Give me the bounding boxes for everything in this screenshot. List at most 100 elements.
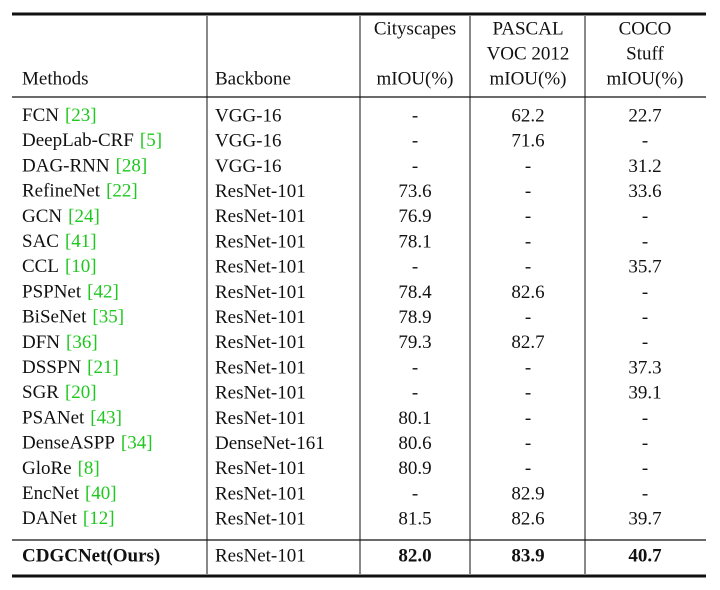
method-cell: DFN [36] — [22, 332, 98, 353]
value-cell: - — [412, 131, 418, 152]
value-cell: 80.9 — [398, 458, 431, 479]
method-cell: CDGCNet(Ours) — [22, 545, 160, 566]
value-cell: 40.7 — [628, 545, 662, 566]
header-cell: VOC 2012 — [487, 43, 570, 64]
value-cell: 39.1 — [628, 383, 661, 404]
citation: [41] — [65, 231, 97, 252]
value-cell: - — [412, 483, 418, 504]
method-cell: DANet [12] — [22, 509, 115, 530]
value-cell: 79.3 — [398, 332, 431, 353]
method-name: SGR — [22, 383, 59, 404]
citation: [40] — [85, 483, 117, 504]
header-cell: mIOU(%) — [376, 68, 453, 89]
value-cell: - — [412, 105, 418, 126]
method-name: GloRe — [22, 458, 72, 479]
citation: [8] — [78, 458, 100, 479]
method-cell: EncNet [40] — [22, 483, 117, 504]
method-cell: DenseASPP [34] — [22, 433, 153, 454]
header-cell: COCO — [619, 18, 672, 39]
method-cell: FCN [23] — [22, 105, 97, 126]
citation: [5] — [140, 131, 162, 152]
value-cell: - — [642, 206, 648, 227]
method-cell: PSPNet [42] — [22, 282, 119, 303]
value-cell: - — [642, 231, 648, 252]
value-cell: 31.2 — [628, 156, 661, 177]
value-cell: - — [525, 408, 531, 429]
value-cell: 78.1 — [398, 231, 431, 252]
citation: [20] — [65, 383, 97, 404]
header-cell: Backbone — [215, 68, 291, 89]
value-cell: 82.6 — [511, 509, 544, 530]
value-cell: - — [525, 257, 531, 278]
value-cell: 80.6 — [398, 433, 431, 454]
value-cell: 22.7 — [628, 105, 661, 126]
method-cell: SAC [41] — [22, 231, 97, 252]
value-cell: - — [642, 483, 648, 504]
backbone-cell: ResNet-101 — [215, 332, 306, 353]
citation: [22] — [106, 181, 138, 202]
citation: [28] — [116, 156, 148, 177]
value-cell: - — [525, 357, 531, 378]
value-cell: - — [525, 231, 531, 252]
method-name: DFN — [22, 332, 60, 353]
citation: [35] — [92, 307, 124, 328]
backbone-cell: VGG-16 — [215, 131, 282, 152]
value-cell: 35.7 — [628, 257, 661, 278]
value-cell: - — [642, 408, 648, 429]
value-cell: 78.4 — [398, 282, 432, 303]
value-cell: - — [412, 383, 418, 404]
method-cell: SGR [20] — [22, 383, 97, 404]
method-name: EncNet — [22, 483, 80, 504]
backbone-cell: ResNet-101 — [215, 408, 306, 429]
value-cell: - — [525, 156, 531, 177]
method-name: CCL — [22, 257, 59, 278]
value-cell: 83.9 — [511, 545, 544, 566]
method-cell: GCN [24] — [22, 206, 100, 227]
value-cell: 78.9 — [398, 307, 431, 328]
method-cell: DeepLab-CRF [5] — [22, 131, 162, 152]
method-name: DANet — [22, 509, 78, 530]
value-cell: 62.2 — [511, 105, 544, 126]
backbone-cell: ResNet-101 — [215, 282, 306, 303]
method-cell: BiSeNet [35] — [22, 307, 124, 328]
backbone-cell: VGG-16 — [215, 156, 282, 177]
method-cell: CCL [10] — [22, 257, 97, 278]
header-cell: PASCAL — [492, 18, 563, 39]
citation: [23] — [65, 105, 97, 126]
value-cell: - — [412, 357, 418, 378]
value-cell: - — [525, 307, 531, 328]
method-name: BiSeNet — [22, 307, 87, 328]
method-name: DAG-RNN — [22, 156, 110, 177]
method-cell: DSSPN [21] — [22, 357, 119, 378]
header-cell: Stuff — [626, 43, 664, 64]
value-cell: - — [642, 458, 648, 479]
method-cell: GloRe [8] — [22, 458, 100, 479]
backbone-cell: ResNet-101 — [215, 206, 306, 227]
value-cell: 33.6 — [628, 181, 661, 202]
value-cell: - — [642, 332, 648, 353]
value-cell: 39.7 — [628, 509, 661, 530]
backbone-cell: ResNet-101 — [215, 181, 306, 202]
method-name: GCN — [22, 206, 62, 227]
value-cell: - — [642, 307, 648, 328]
value-cell: 80.1 — [398, 408, 431, 429]
value-cell: 82.7 — [511, 332, 544, 353]
backbone-cell: ResNet-101 — [215, 257, 306, 278]
method-name: DSSPN — [22, 357, 81, 378]
backbone-cell: ResNet-101 — [215, 509, 306, 530]
citation: [36] — [66, 332, 98, 353]
value-cell: 73.6 — [398, 181, 431, 202]
backbone-cell: DenseNet-161 — [215, 433, 325, 454]
header-cell: mIOU(%) — [489, 68, 566, 89]
backbone-cell: ResNet-101 — [215, 357, 306, 378]
method-name: PSANet — [22, 408, 85, 429]
backbone-cell: ResNet-101 — [215, 307, 306, 328]
citation: [12] — [83, 509, 115, 530]
method-name: DenseASPP — [22, 433, 115, 454]
method-name: PSPNet — [22, 282, 82, 303]
value-cell: 71.6 — [511, 131, 544, 152]
backbone-cell: ResNet-101 — [215, 231, 306, 252]
value-cell: - — [525, 433, 531, 454]
